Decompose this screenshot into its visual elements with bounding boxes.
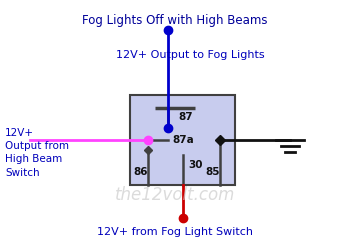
- Text: 87: 87: [178, 112, 193, 122]
- Text: 85: 85: [205, 167, 220, 177]
- Text: Fog Lights Off with High Beams: Fog Lights Off with High Beams: [82, 14, 267, 27]
- Bar: [130, 95, 235, 185]
- Text: 12V+ from Fog Light Switch: 12V+ from Fog Light Switch: [97, 227, 253, 237]
- Text: 12V+ Output to Fog Lights: 12V+ Output to Fog Lights: [116, 50, 264, 60]
- Text: the12volt.com: the12volt.com: [115, 186, 235, 204]
- Text: 87a: 87a: [172, 135, 194, 145]
- Text: 86: 86: [133, 167, 148, 177]
- Text: 12V+
Output from
High Beam
Switch: 12V+ Output from High Beam Switch: [5, 128, 69, 178]
- Text: 30: 30: [188, 160, 202, 170]
